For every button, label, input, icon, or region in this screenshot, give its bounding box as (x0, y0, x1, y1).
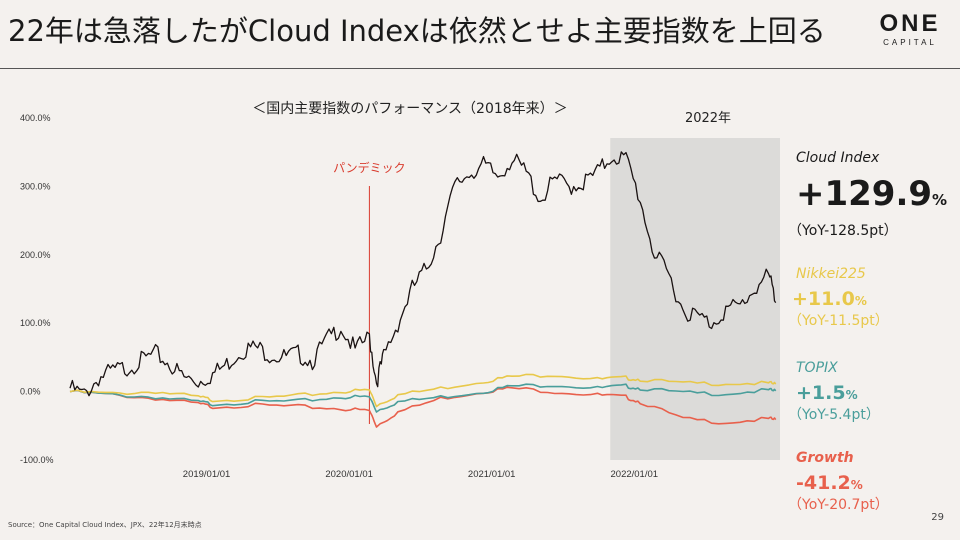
series-line-nikkei225 (69, 373, 777, 408)
legend-cloud-unit: % (932, 191, 948, 209)
legend-cloud-yoy: （YoY-128.5pt） (788, 223, 898, 239)
legend-growth: Growth -41.2% （YoY-20.7pt） (788, 450, 956, 514)
legend-topix-yoy: （YoY-5.4pt） (788, 407, 880, 423)
chart-title: ＜国内主要指数のパフォーマンス（2018年来）＞ (252, 101, 567, 117)
y-tick-label: 200.0% (20, 250, 51, 260)
source-note: Source：One Capital Cloud Index、JPX、22年12… (8, 521, 202, 529)
legend-growth-name: Growth (796, 450, 854, 466)
page-number: 29 (931, 512, 944, 523)
series-line-topix (69, 383, 777, 413)
series-line-cloud-index (69, 151, 777, 397)
legend-cloud-value: +129.9 (796, 174, 933, 214)
title-divider (0, 68, 960, 69)
legend-growth-yoy: （YoY-20.7pt） (788, 497, 889, 513)
shade-2022 (610, 138, 780, 460)
legend-nikkei-unit: % (854, 294, 867, 308)
y-tick-label: 100.0% (20, 318, 51, 328)
page-title: 22年は急落したがCloud Indexは依然とせよ主要指数を上回る (8, 14, 826, 48)
legend-cloud-name: Cloud Index (796, 150, 880, 166)
x-tick-label: 2019/01/01 (183, 469, 231, 480)
legend-topix: TOPIX +1.5% （YoY-5.4pt） (788, 360, 956, 424)
logo-sub-text: CAPITAL (883, 38, 937, 47)
legend-topix-unit: % (845, 388, 858, 402)
legend-nikkei-name: Nikkei225 (796, 266, 866, 282)
legend-nikkei: Nikkei225 +11.0% （YoY-11.5pt） (788, 266, 956, 330)
legend-cloud-value-row: +129.9% (796, 174, 956, 220)
x-tick-label: 2021/01/01 (468, 469, 516, 480)
logo-main-text: ONE (879, 10, 941, 37)
legend-topix-name: TOPIX (796, 360, 838, 376)
legend-growth-unit: % (850, 478, 863, 492)
y-tick-label: 300.0% (20, 181, 51, 191)
legend-growth-value-row: -41.2% (796, 472, 956, 494)
legend-nikkei-yoy: （YoY-11.5pt） (788, 313, 889, 329)
x-tick-label: 2020/01/01 (325, 469, 373, 480)
company-logo: ONE CAPITAL (874, 10, 946, 48)
y-tick-label: -100.0% (20, 455, 54, 465)
legend-topix-value-row: +1.5% (796, 382, 956, 404)
legend-nikkei-value-row: +11.0% (792, 288, 956, 310)
y-tick-label: 400.0% (20, 113, 51, 123)
legend-topix-value: +1.5 (796, 382, 846, 404)
y-tick-label: 0.0% (20, 387, 41, 397)
legend-growth-value: -41.2 (796, 472, 851, 494)
legend-nikkei-value: +11.0 (792, 288, 855, 310)
legend-cloud: Cloud Index +129.9% （YoY-128.5pt） (788, 150, 956, 240)
x-tick-label: 2022/01/01 (611, 469, 659, 480)
shade-2022-label: 2022年 (685, 111, 731, 126)
series-line-growth (69, 386, 777, 428)
pandemic-label: パンデミック (333, 160, 406, 175)
